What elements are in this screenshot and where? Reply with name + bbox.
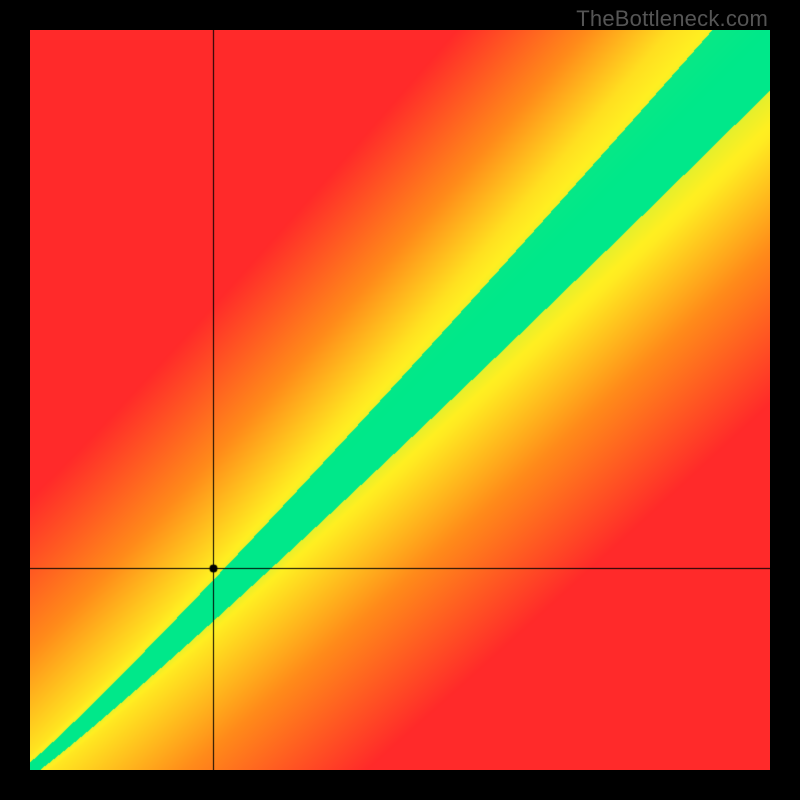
- watermark-text: TheBottleneck.com: [576, 6, 768, 32]
- heatmap-plot: [30, 30, 770, 770]
- heatmap-canvas: [30, 30, 770, 770]
